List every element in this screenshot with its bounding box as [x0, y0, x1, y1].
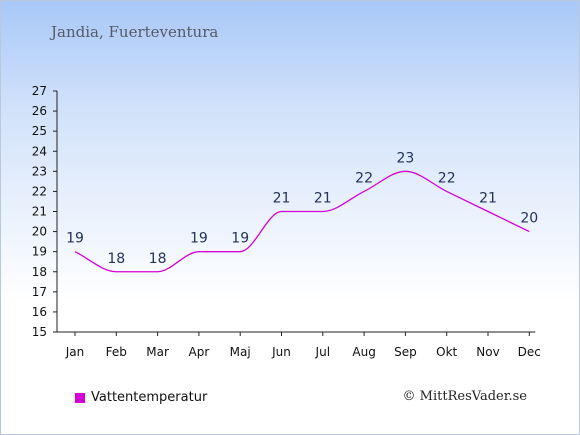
x-tick-label: Mar — [146, 345, 169, 359]
y-tick-label: 23 — [32, 164, 47, 178]
data-label: 22 — [438, 170, 456, 186]
x-tick-label: Okt — [436, 345, 457, 359]
data-label: 18 — [107, 251, 125, 267]
x-tick-label: Apr — [189, 345, 210, 359]
y-tick-label: 26 — [32, 104, 47, 118]
x-tick-label: Feb — [106, 345, 127, 359]
x-tick-label: Sep — [394, 345, 417, 359]
y-tick-label: 22 — [32, 184, 47, 198]
y-tick-label: 19 — [32, 245, 47, 259]
data-label: 19 — [231, 231, 249, 247]
data-label: 20 — [520, 211, 538, 227]
y-tick-label: 17 — [32, 285, 47, 299]
x-tick-label: Jun — [271, 345, 291, 359]
data-label: 19 — [190, 231, 208, 247]
legend-swatch — [75, 392, 85, 403]
data-label: 19 — [66, 231, 84, 247]
y-tick-label: 18 — [32, 265, 47, 279]
x-tick-label: Jul — [315, 345, 330, 359]
x-tick-label: Nov — [476, 345, 499, 359]
y-tick-label: 25 — [32, 124, 47, 138]
legend: Vattentemperatur — [75, 390, 207, 405]
y-tick-label: 24 — [32, 144, 47, 158]
x-tick-label: Jan — [65, 345, 85, 359]
data-label: 23 — [396, 150, 414, 166]
y-tick-label: 16 — [32, 305, 47, 319]
data-label: 21 — [479, 191, 497, 207]
data-label: 21 — [273, 191, 291, 207]
y-tick-label: 21 — [32, 205, 47, 219]
location-title: Jandia, Fuerteventura — [51, 23, 219, 41]
legend-label: Vattentemperatur — [91, 390, 208, 405]
y-tick-label: 20 — [32, 225, 47, 239]
credit-text: © MittResVader.se — [402, 389, 527, 404]
data-label: 18 — [149, 251, 167, 267]
data-label: 21 — [314, 191, 332, 207]
y-tick-label: 27 — [32, 84, 47, 98]
x-tick-label: Dec — [518, 345, 541, 359]
series-line — [74, 170, 530, 273]
data-label: 22 — [355, 170, 373, 186]
y-tick-label: 15 — [32, 325, 47, 339]
x-tick-label: Maj — [230, 345, 251, 359]
x-tick-label: Aug — [352, 345, 375, 359]
